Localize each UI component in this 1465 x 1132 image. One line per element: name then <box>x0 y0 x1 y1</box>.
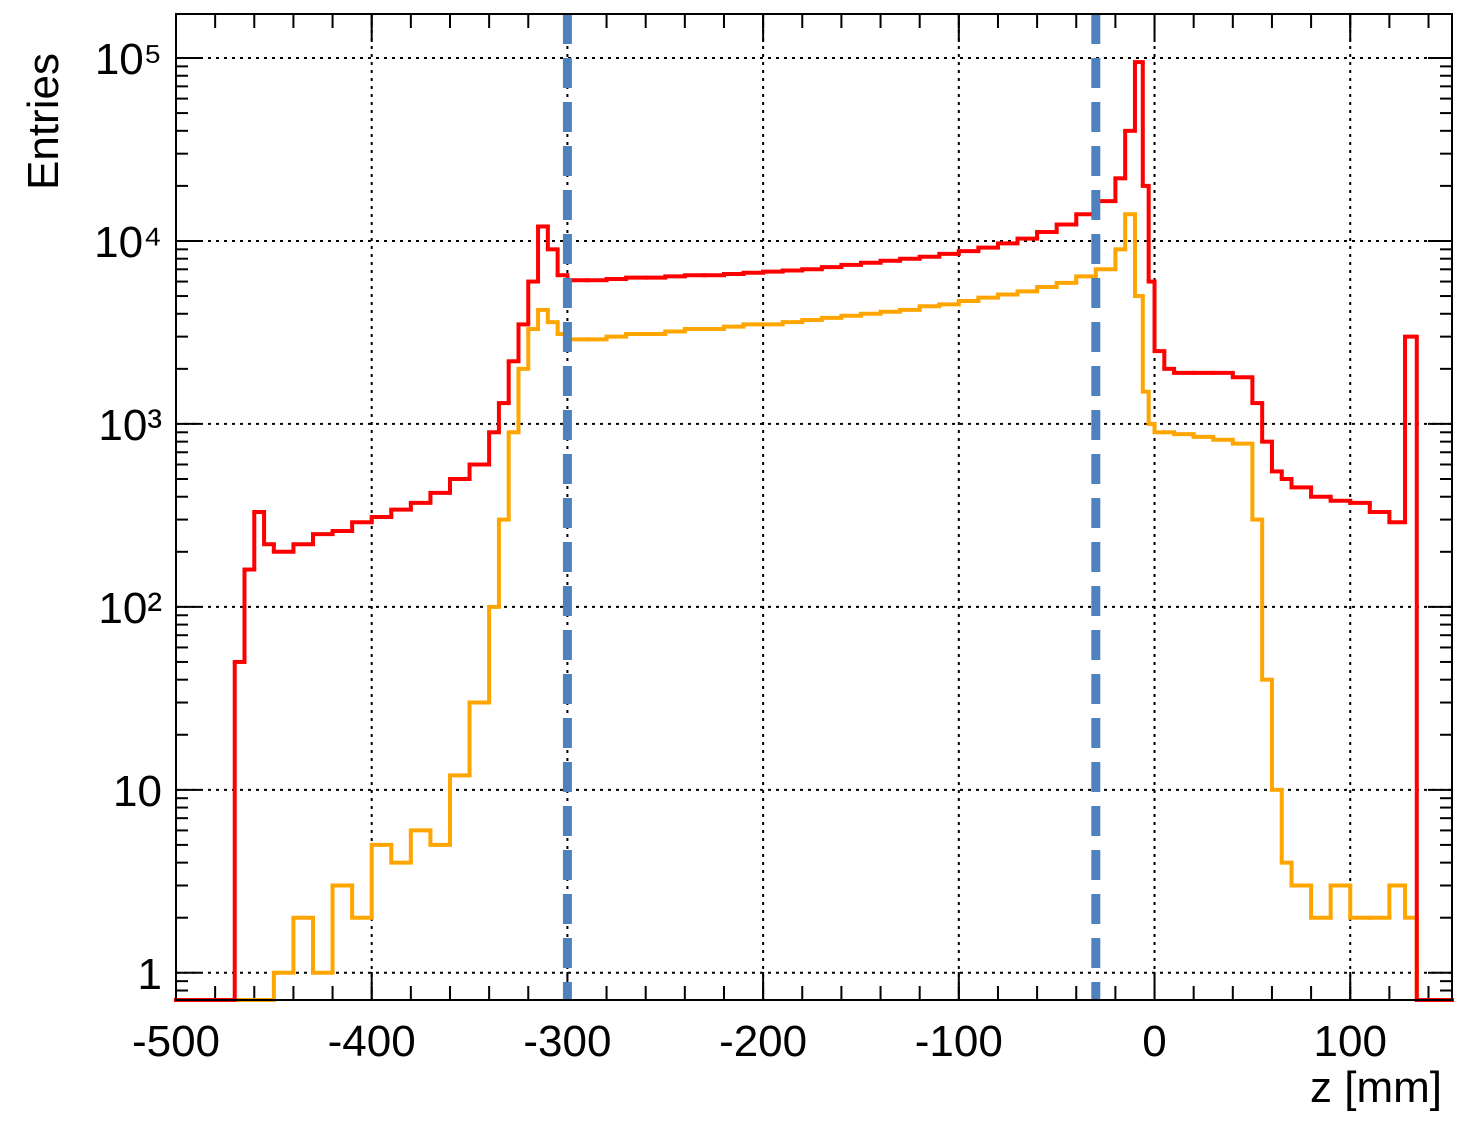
x-tick-label: -200 <box>719 1017 807 1066</box>
y-tick-label: 10 <box>113 767 162 816</box>
x-tick-label: -400 <box>328 1017 416 1066</box>
y-tick-label: 10² <box>98 584 162 633</box>
y-tick-label: 1 <box>138 950 162 999</box>
x-tick-label: -100 <box>915 1017 1003 1066</box>
y-axis-label: Entries <box>19 53 68 190</box>
x-axis-label: z [mm] <box>1310 1063 1442 1112</box>
y-tick-label: 10⁴ <box>94 218 162 267</box>
x-tick-label: -300 <box>523 1017 611 1066</box>
x-tick-label: 100 <box>1314 1017 1387 1066</box>
x-tick-label: 0 <box>1142 1017 1166 1066</box>
y-tick-label: 10⁵ <box>95 35 162 84</box>
y-tick-label: 10³ <box>98 401 162 450</box>
x-tick-label: -500 <box>132 1017 220 1066</box>
plot-frame <box>175 13 1453 1001</box>
